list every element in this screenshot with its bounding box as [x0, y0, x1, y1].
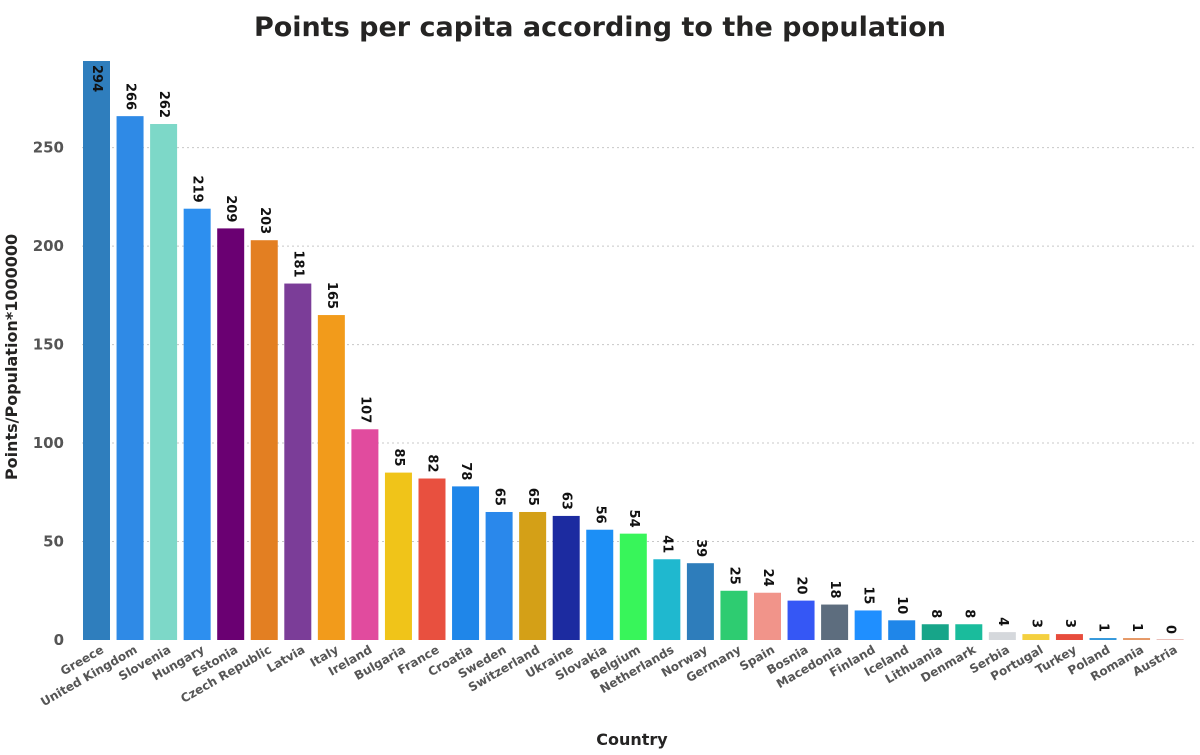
- bar[interactable]: [821, 604, 849, 640]
- bar[interactable]: [217, 228, 245, 641]
- data-label: 219: [190, 176, 205, 203]
- bar[interactable]: [955, 624, 983, 640]
- y-tick-label: 0: [54, 631, 64, 649]
- bar[interactable]: [854, 610, 882, 640]
- data-label: 107: [357, 396, 372, 423]
- data-label: 56: [592, 506, 607, 524]
- data-label: 85: [391, 449, 406, 467]
- data-label: 8: [961, 609, 976, 618]
- data-label: 54: [626, 510, 641, 528]
- bar[interactable]: [653, 559, 681, 640]
- y-tick-label: 50: [43, 533, 64, 551]
- bar[interactable]: [754, 592, 781, 640]
- bar[interactable]: [586, 529, 614, 640]
- data-label: 181: [290, 250, 305, 277]
- y-tick-label: 100: [33, 434, 64, 452]
- data-label: 25: [726, 567, 741, 585]
- x-axis-title: Country: [596, 730, 668, 749]
- bar[interactable]: [1022, 634, 1050, 640]
- data-label: 262: [156, 91, 171, 118]
- bar[interactable]: [452, 486, 480, 640]
- x-tick-label: Latvia: [264, 642, 307, 675]
- data-label: 10: [894, 596, 909, 614]
- bar[interactable]: [720, 590, 748, 640]
- bar[interactable]: [351, 429, 379, 640]
- data-label: 82: [425, 454, 440, 472]
- gridlines: [82, 147, 1196, 543]
- bar[interactable]: [1123, 638, 1151, 640]
- data-label: 65: [492, 488, 507, 506]
- data-label: 3: [1062, 619, 1077, 628]
- bar[interactable]: [150, 124, 178, 641]
- bar[interactable]: [384, 472, 412, 640]
- data-label: 0: [1163, 625, 1178, 634]
- bar[interactable]: [519, 511, 547, 640]
- data-label: 24: [760, 569, 775, 587]
- bar[interactable]: [686, 563, 714, 640]
- bar[interactable]: [888, 620, 916, 640]
- bar[interactable]: [552, 515, 580, 640]
- y-tick-label: 250: [33, 139, 64, 157]
- bar[interactable]: [83, 61, 110, 640]
- data-label: 1: [1129, 623, 1144, 632]
- bar[interactable]: [1089, 638, 1117, 640]
- chart-title: Points per capita according to the popul…: [253, 12, 947, 43]
- data-label: 3: [1028, 619, 1043, 628]
- bar[interactable]: [116, 116, 144, 640]
- data-label: 266: [123, 83, 138, 110]
- data-label: 18: [827, 580, 842, 598]
- data-label: 39: [693, 539, 708, 557]
- data-label: 15: [861, 586, 876, 604]
- data-label: 4: [995, 617, 1010, 626]
- data-label: 1: [1096, 623, 1111, 632]
- data-label: 65: [525, 488, 540, 506]
- y-axis-ticks: 0 50 100 150 200 250: [33, 139, 64, 649]
- data-label: 203: [257, 207, 272, 234]
- data-label: 165: [324, 282, 339, 309]
- bar[interactable]: [485, 511, 513, 640]
- bar[interactable]: [317, 315, 345, 640]
- data-label: 294: [89, 65, 104, 92]
- bars: [83, 61, 1184, 641]
- data-label: 8: [928, 609, 943, 618]
- y-tick-label: 150: [33, 336, 64, 354]
- data-label: 209: [223, 195, 238, 222]
- bar[interactable]: [1055, 634, 1083, 640]
- bar[interactable]: [250, 240, 278, 640]
- data-label: 63: [559, 492, 574, 510]
- bar[interactable]: [619, 533, 647, 640]
- bar[interactable]: [284, 283, 312, 640]
- bar[interactable]: [183, 208, 211, 640]
- bar[interactable]: [988, 632, 1016, 640]
- data-label: 41: [659, 535, 674, 553]
- bar[interactable]: [418, 478, 446, 640]
- y-tick-label: 200: [33, 237, 64, 255]
- bar[interactable]: [787, 600, 815, 640]
- data-label: 78: [458, 462, 473, 480]
- bar[interactable]: [921, 624, 949, 640]
- bar[interactable]: [1156, 639, 1184, 640]
- data-label: 20: [794, 577, 809, 595]
